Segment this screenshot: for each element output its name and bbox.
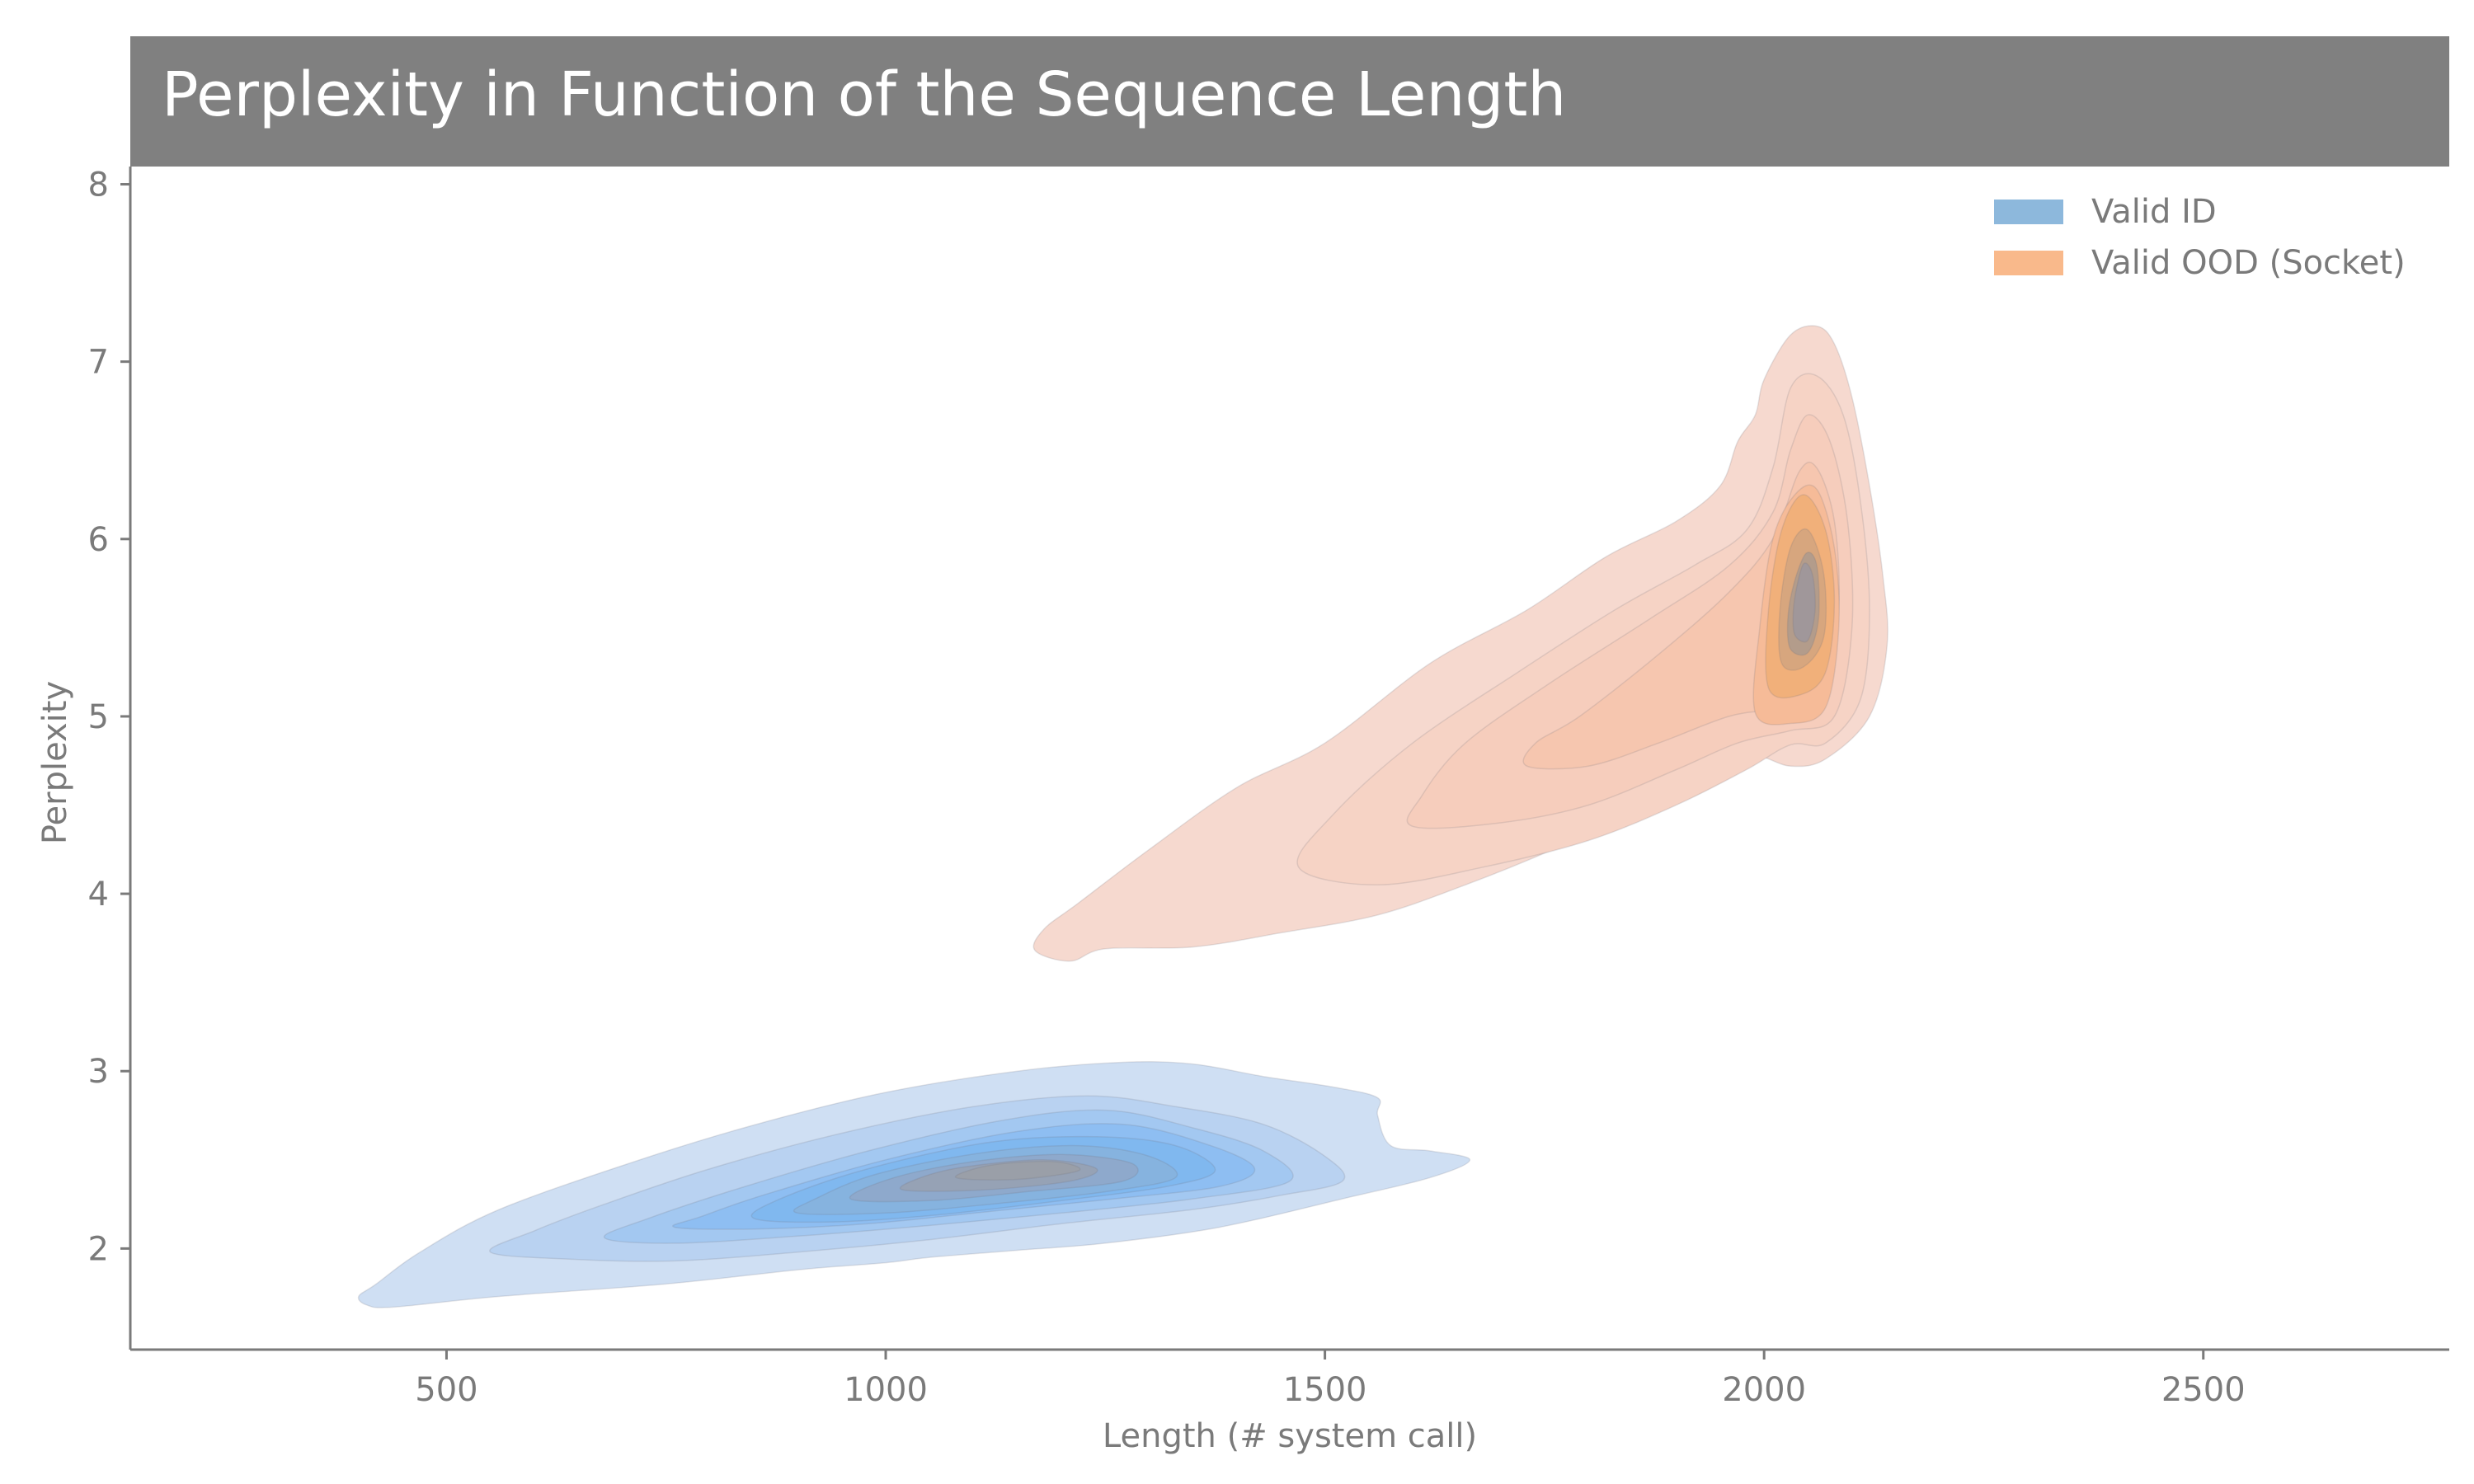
y-ticks: 2 3 4 5 6 7 8 xyxy=(88,167,130,1268)
x-tick-label: 1500 xyxy=(1283,1371,1367,1409)
title-bar xyxy=(130,36,2449,167)
legend-label-1: Valid OOD (Socket) xyxy=(2091,244,2406,282)
x-axis-label: Length (# system call) xyxy=(1103,1417,1477,1455)
x-tick-label: 2000 xyxy=(1722,1371,1806,1409)
legend-swatch-1 xyxy=(1994,251,2063,275)
y-tick-label: 7 xyxy=(88,344,109,382)
y-tick-label: 5 xyxy=(88,698,109,736)
density-series-1 xyxy=(1032,325,1888,962)
density-contour-1-2 xyxy=(1406,414,1854,829)
legend-swatch-0 xyxy=(1994,200,2063,224)
legend: Valid ID Valid OOD (Socket) xyxy=(1994,193,2406,282)
legend-label-0: Valid ID xyxy=(2091,193,2217,231)
x-tick-label: 1000 xyxy=(844,1371,928,1409)
y-tick-label: 2 xyxy=(88,1230,109,1268)
chart-title: Perplexity in Function of the Sequence L… xyxy=(162,59,1566,130)
plot-area xyxy=(357,325,1888,1308)
density-contour-1-1 xyxy=(1296,373,1870,886)
y-tick-label: 8 xyxy=(88,167,109,204)
y-tick-label: 6 xyxy=(88,521,109,559)
density-series-0 xyxy=(357,1061,1471,1308)
y-tick-label: 4 xyxy=(88,876,109,913)
x-tick-label: 500 xyxy=(415,1371,477,1409)
density-contour-1-8 xyxy=(1792,562,1816,643)
x-ticks: 500 1000 1500 2000 2500 xyxy=(415,1350,2246,1409)
density-contour-1-0 xyxy=(1032,325,1888,962)
y-tick-label: 3 xyxy=(88,1053,109,1091)
y-axis-label: Perplexity xyxy=(36,681,74,844)
density-contour-0-8 xyxy=(954,1160,1081,1181)
x-tick-label: 2500 xyxy=(2161,1371,2246,1409)
